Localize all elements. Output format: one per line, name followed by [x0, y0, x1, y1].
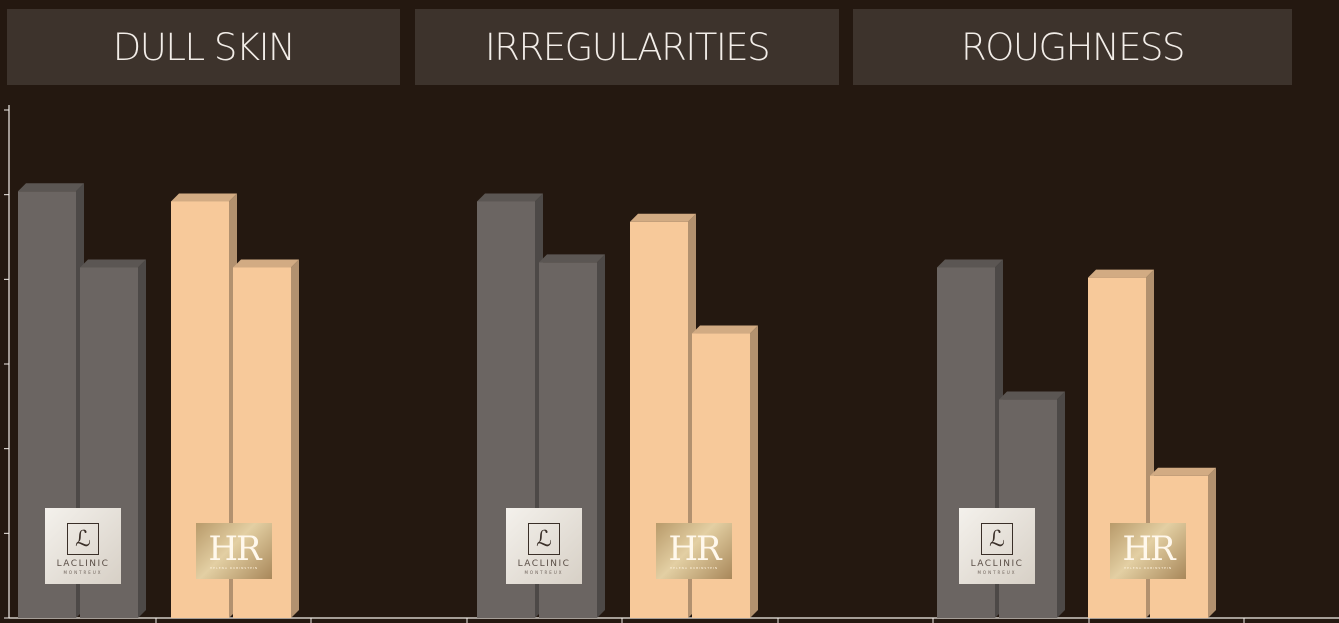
bar-top [1088, 269, 1154, 278]
bar-top [171, 193, 237, 202]
bar-side [750, 325, 758, 618]
bar-top [80, 259, 146, 268]
laclinic-monogram: ℒ [981, 523, 1013, 555]
hr-logo: HR HELENA RUBINSTEIN [656, 523, 732, 579]
hr-logo: HR HELENA RUBINSTEIN [196, 523, 272, 579]
hr-sub: HELENA RUBINSTEIN [209, 566, 259, 570]
bar-top [999, 391, 1065, 400]
hr-monogram: HR [668, 529, 721, 569]
bar-side [597, 254, 605, 618]
hr-sub: HELENA RUBINSTEIN [1123, 566, 1173, 570]
bar-side [1057, 391, 1065, 618]
bar-top [630, 213, 696, 222]
bar-top [1150, 467, 1216, 476]
category-header-dull-skin: DULL SKIN [7, 9, 400, 85]
laclinic-name: LACLINIC [970, 559, 1024, 569]
bar-top [477, 193, 543, 202]
bar-top [539, 254, 605, 263]
bar-side [1208, 467, 1216, 618]
laclinic-logo: ℒ LACLINIC MONTREUX [959, 508, 1035, 584]
hr-logo: HR HELENA RUBINSTEIN [1110, 523, 1186, 579]
laclinic-sub: MONTREUX [63, 570, 103, 575]
laclinic-monogram: ℒ [67, 523, 99, 555]
laclinic-monogram: ℒ [528, 523, 560, 555]
laclinic-logo: ℒ LACLINIC MONTREUX [506, 508, 582, 584]
bar-top [937, 259, 1003, 268]
bar-top [18, 183, 84, 192]
laclinic-name: LACLINIC [517, 559, 571, 569]
bar-top [692, 325, 758, 334]
bar-top [233, 259, 299, 268]
bar-side [291, 259, 299, 618]
hr-sub: HELENA RUBINSTEIN [669, 566, 719, 570]
laclinic-name: LACLINIC [56, 559, 110, 569]
bar-side [138, 259, 146, 618]
laclinic-sub: MONTREUX [977, 570, 1017, 575]
category-header-roughness: ROUGHNESS [853, 9, 1292, 85]
category-header-irregularities: IRREGULARITIES [415, 9, 839, 85]
laclinic-sub: MONTREUX [524, 570, 564, 575]
hr-monogram: HR [1122, 529, 1175, 569]
hr-monogram: HR [208, 529, 261, 569]
laclinic-logo: ℒ LACLINIC MONTREUX [45, 508, 121, 584]
